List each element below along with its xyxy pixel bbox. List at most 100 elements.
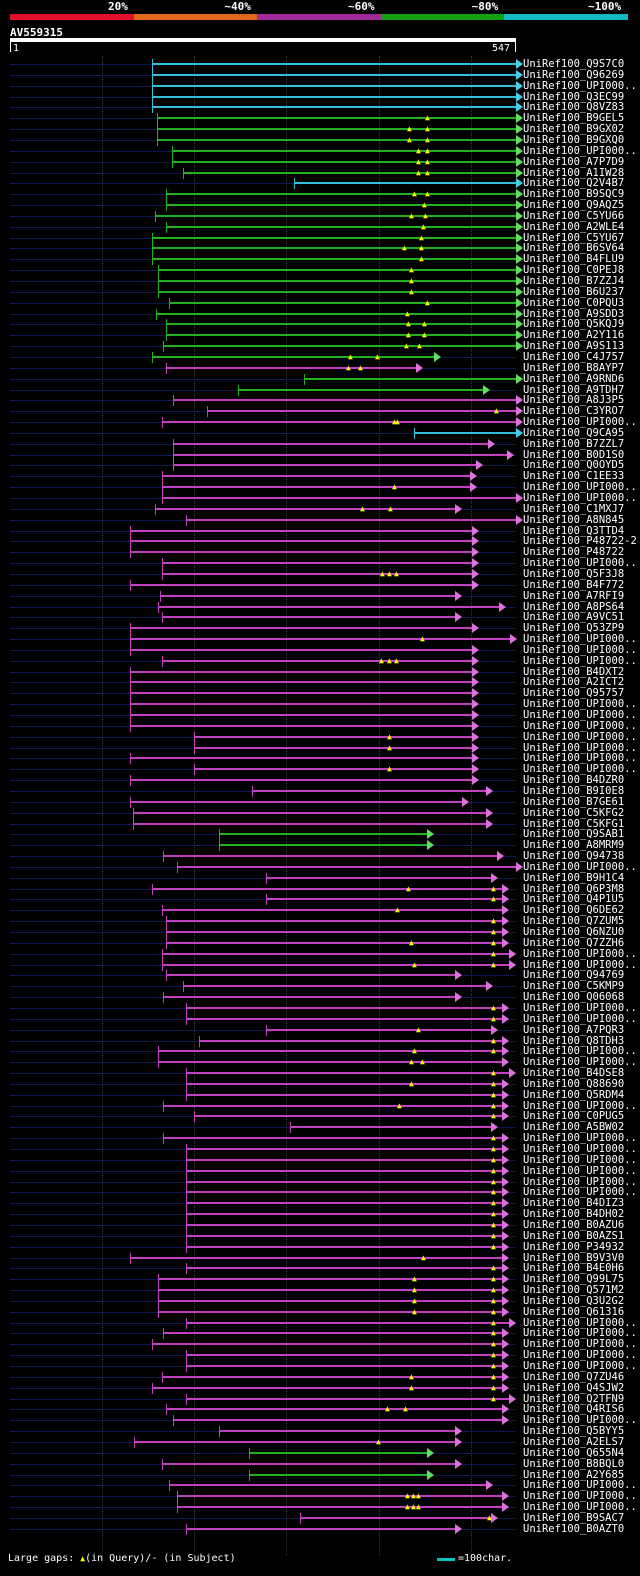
- hit-alignment-bar[interactable]: [186, 1245, 502, 1248]
- hit-name-link[interactable]: UniRef100_UPI000..: [523, 730, 637, 743]
- hit-name-link[interactable]: UniRef100_Q94769: [523, 969, 625, 982]
- hit-alignment-bar[interactable]: [199, 1039, 502, 1042]
- hit-alignment-bar[interactable]: [130, 551, 472, 554]
- hit-name-link[interactable]: UniRef100_A8MRM9: [523, 839, 625, 852]
- hit-name-link[interactable]: UniRef100_B9H1C4: [523, 871, 625, 884]
- hit-alignment-bar[interactable]: [162, 1375, 502, 1378]
- hit-alignment-bar[interactable]: [249, 1451, 427, 1454]
- hit-name-link[interactable]: UniRef100_UPI000..: [523, 1360, 637, 1372]
- hit-alignment-bar[interactable]: [166, 974, 455, 977]
- hit-name-link[interactable]: UniRef100_B8AYP7: [523, 361, 625, 374]
- hit-alignment-bar[interactable]: [169, 301, 516, 304]
- hit-name-link[interactable]: UniRef100_UPI000..: [523, 860, 637, 873]
- hit-alignment-bar[interactable]: [130, 714, 472, 716]
- hit-alignment-bar[interactable]: [157, 128, 516, 131]
- hit-alignment-bar[interactable]: [194, 735, 472, 738]
- hit-name-link[interactable]: UniRef100_UPI000..: [523, 752, 637, 765]
- hit-name-link[interactable]: UniRef100_A2ICT2: [523, 676, 625, 689]
- hit-name-link[interactable]: UniRef100_UPI000..: [523, 416, 637, 429]
- hit-alignment-bar[interactable]: [238, 388, 483, 391]
- hit-alignment-bar[interactable]: [163, 1332, 502, 1335]
- hit-alignment-bar[interactable]: [152, 355, 434, 358]
- hit-alignment-bar[interactable]: [300, 1516, 491, 1519]
- hit-name-link[interactable]: UniRef100_C5YU67: [523, 231, 625, 244]
- hit-alignment-bar[interactable]: [186, 1017, 502, 1020]
- hit-alignment-bar[interactable]: [158, 269, 516, 272]
- hit-alignment-bar[interactable]: [163, 855, 497, 858]
- hit-name-link[interactable]: UniRef100_B4DIZ3: [523, 1197, 625, 1210]
- hit-name-link[interactable]: UniRef100_Q0OYD5: [523, 459, 625, 472]
- hit-name-link[interactable]: UniRef100_B6SV64: [523, 242, 625, 255]
- hit-name-link[interactable]: UniRef100_B9GX02: [523, 123, 625, 136]
- hit-alignment-bar[interactable]: [152, 258, 516, 261]
- hit-alignment-bar[interactable]: [194, 746, 472, 749]
- hit-alignment-bar[interactable]: [130, 692, 472, 695]
- hit-name-link[interactable]: UniRef100_B9GEL5: [523, 112, 625, 125]
- hit-name-link[interactable]: UniRef100_B0AZT0: [523, 1522, 625, 1535]
- hit-alignment-bar[interactable]: [173, 1419, 502, 1422]
- hit-alignment-bar[interactable]: [219, 1430, 455, 1433]
- hit-alignment-bar[interactable]: [266, 898, 502, 901]
- hit-name-link[interactable]: UniRef100_UPI000..: [523, 1143, 637, 1155]
- hit-name-link[interactable]: UniRef100_Q5BYY5: [523, 1425, 625, 1438]
- hit-name-link[interactable]: UniRef100_Q99L75: [523, 1273, 625, 1286]
- hit-alignment-bar[interactable]: [130, 1256, 502, 1259]
- hit-alignment-bar[interactable]: [157, 138, 516, 141]
- hit-name-link[interactable]: UniRef100_UPI000..: [523, 79, 637, 92]
- hit-name-link[interactable]: UniRef100_UPI000..: [523, 481, 637, 494]
- hit-name-link[interactable]: UniRef100_Q4SJW2: [523, 1381, 625, 1394]
- hit-name-link[interactable]: UniRef100_UPI000..: [523, 643, 637, 656]
- hit-name-link[interactable]: UniRef100_Q6DE62: [523, 904, 625, 917]
- hit-name-link[interactable]: UniRef100_UPI000..: [523, 1056, 637, 1069]
- hit-alignment-bar[interactable]: [186, 1202, 502, 1205]
- hit-name-link[interactable]: UniRef100_Q7ZU46: [523, 1370, 625, 1383]
- hit-alignment-bar[interactable]: [130, 724, 472, 727]
- hit-alignment-bar[interactable]: [163, 345, 516, 348]
- hit-alignment-bar[interactable]: [183, 985, 486, 988]
- hit-name-link[interactable]: UniRef100_B9V3V0: [523, 1251, 625, 1264]
- hit-alignment-bar[interactable]: [173, 464, 476, 467]
- hit-name-link[interactable]: UniRef100_Q53ZP9: [523, 622, 625, 635]
- hit-name-link[interactable]: UniRef100_UPI000..: [523, 1012, 637, 1025]
- hit-name-link[interactable]: UniRef100_Q5RDM4: [523, 1088, 625, 1101]
- hit-name-link[interactable]: UniRef100_B0AZU6: [523, 1218, 625, 1231]
- hit-alignment-bar[interactable]: [186, 1321, 509, 1324]
- hit-name-link[interactable]: UniRef100_UPI000..: [523, 1479, 637, 1492]
- hit-alignment-bar[interactable]: [130, 800, 462, 803]
- hit-name-link[interactable]: UniRef100_B4E0H6: [523, 1262, 625, 1275]
- hit-alignment-bar[interactable]: [169, 1484, 486, 1487]
- hit-alignment-bar[interactable]: [157, 117, 516, 120]
- hit-alignment-bar[interactable]: [156, 312, 516, 315]
- hit-alignment-bar[interactable]: [162, 486, 470, 489]
- hit-name-link[interactable]: UniRef100_C0PQU3: [523, 296, 625, 309]
- hit-alignment-bar[interactable]: [207, 410, 516, 413]
- hit-alignment-bar[interactable]: [162, 952, 509, 955]
- hit-name-link[interactable]: UniRef100_UPI000..: [523, 1338, 637, 1351]
- hit-alignment-bar[interactable]: [152, 247, 516, 250]
- hit-name-link[interactable]: UniRef100_Q06068: [523, 991, 625, 1004]
- hit-alignment-bar[interactable]: [166, 920, 502, 923]
- hit-alignment-bar[interactable]: [162, 1462, 455, 1465]
- hit-name-link[interactable]: UniRef100_C1MXJ7: [523, 502, 625, 515]
- hit-name-link[interactable]: UniRef100_UPI000..: [523, 1164, 637, 1177]
- hit-name-link[interactable]: UniRef100_A5BW02: [523, 1121, 625, 1134]
- hit-alignment-bar[interactable]: [194, 1115, 502, 1118]
- hit-name-link[interactable]: UniRef100_Q61316: [523, 1305, 625, 1318]
- hit-name-link[interactable]: UniRef100_C5KMP9: [523, 980, 625, 993]
- hit-alignment-bar[interactable]: [130, 670, 472, 673]
- hit-name-link[interactable]: UniRef100_UPI000..: [523, 1349, 637, 1362]
- hit-alignment-bar[interactable]: [186, 518, 516, 521]
- hit-name-link[interactable]: UniRef100_A9SDD3: [523, 307, 625, 320]
- hit-name-link[interactable]: UniRef100_UPI000..: [523, 492, 637, 504]
- hit-name-link[interactable]: UniRef100_UPI000..: [523, 1132, 637, 1145]
- hit-name-link[interactable]: UniRef100_Q5F3J8: [523, 567, 625, 580]
- hit-name-link[interactable]: UniRef100_Q3TTD4: [523, 524, 625, 537]
- hit-alignment-bar[interactable]: [219, 833, 427, 836]
- hit-alignment-bar[interactable]: [162, 572, 472, 575]
- hit-name-link[interactable]: UniRef100_UPI000..: [523, 1501, 637, 1514]
- hit-name-link[interactable]: UniRef100_P48722-2: [523, 535, 637, 548]
- hit-alignment-bar[interactable]: [152, 1386, 502, 1389]
- hit-alignment-bar[interactable]: [152, 95, 516, 98]
- hit-alignment-bar[interactable]: [186, 1527, 455, 1530]
- hit-name-link[interactable]: UniRef100_UPI000..: [523, 1001, 637, 1014]
